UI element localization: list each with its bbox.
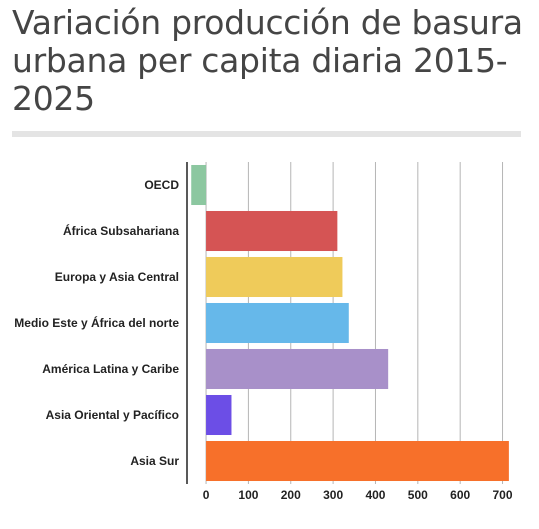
x-tick-label: 400	[365, 488, 385, 502]
x-tick-labels: 0 100 200 300 400 500 600 700	[203, 488, 513, 502]
bar	[206, 440, 509, 482]
category-label: América Latina y Caribe	[42, 362, 179, 376]
bar	[191, 164, 207, 206]
category-label: Europa y Asia Central	[55, 270, 179, 284]
category-labels: OECD África Subsahariana Europa y Asia Cen…	[14, 178, 179, 468]
bar	[206, 256, 343, 298]
x-tick-label: 300	[323, 488, 343, 502]
category-label: Medio Este y África del norte	[14, 315, 179, 330]
category-label: África Subsahariana	[63, 223, 179, 238]
category-label: OECD	[144, 178, 179, 192]
bar	[206, 302, 349, 344]
x-tick-label: 200	[281, 488, 301, 502]
category-label: Asia Sur	[130, 454, 179, 468]
category-label: Asia Oriental y Pacífico	[46, 408, 179, 422]
title-divider	[12, 131, 521, 137]
bar	[206, 210, 338, 252]
x-tick-label: 0	[203, 488, 210, 502]
x-tick-label: 500	[408, 488, 428, 502]
page-title: Variación producción de basura urbana pe…	[12, 3, 523, 118]
bar	[206, 394, 232, 436]
bars	[191, 164, 509, 482]
x-tick-label: 600	[450, 488, 470, 502]
x-tick-label: 100	[238, 488, 258, 502]
bar	[206, 348, 389, 390]
x-tick-label: 700	[493, 488, 513, 502]
